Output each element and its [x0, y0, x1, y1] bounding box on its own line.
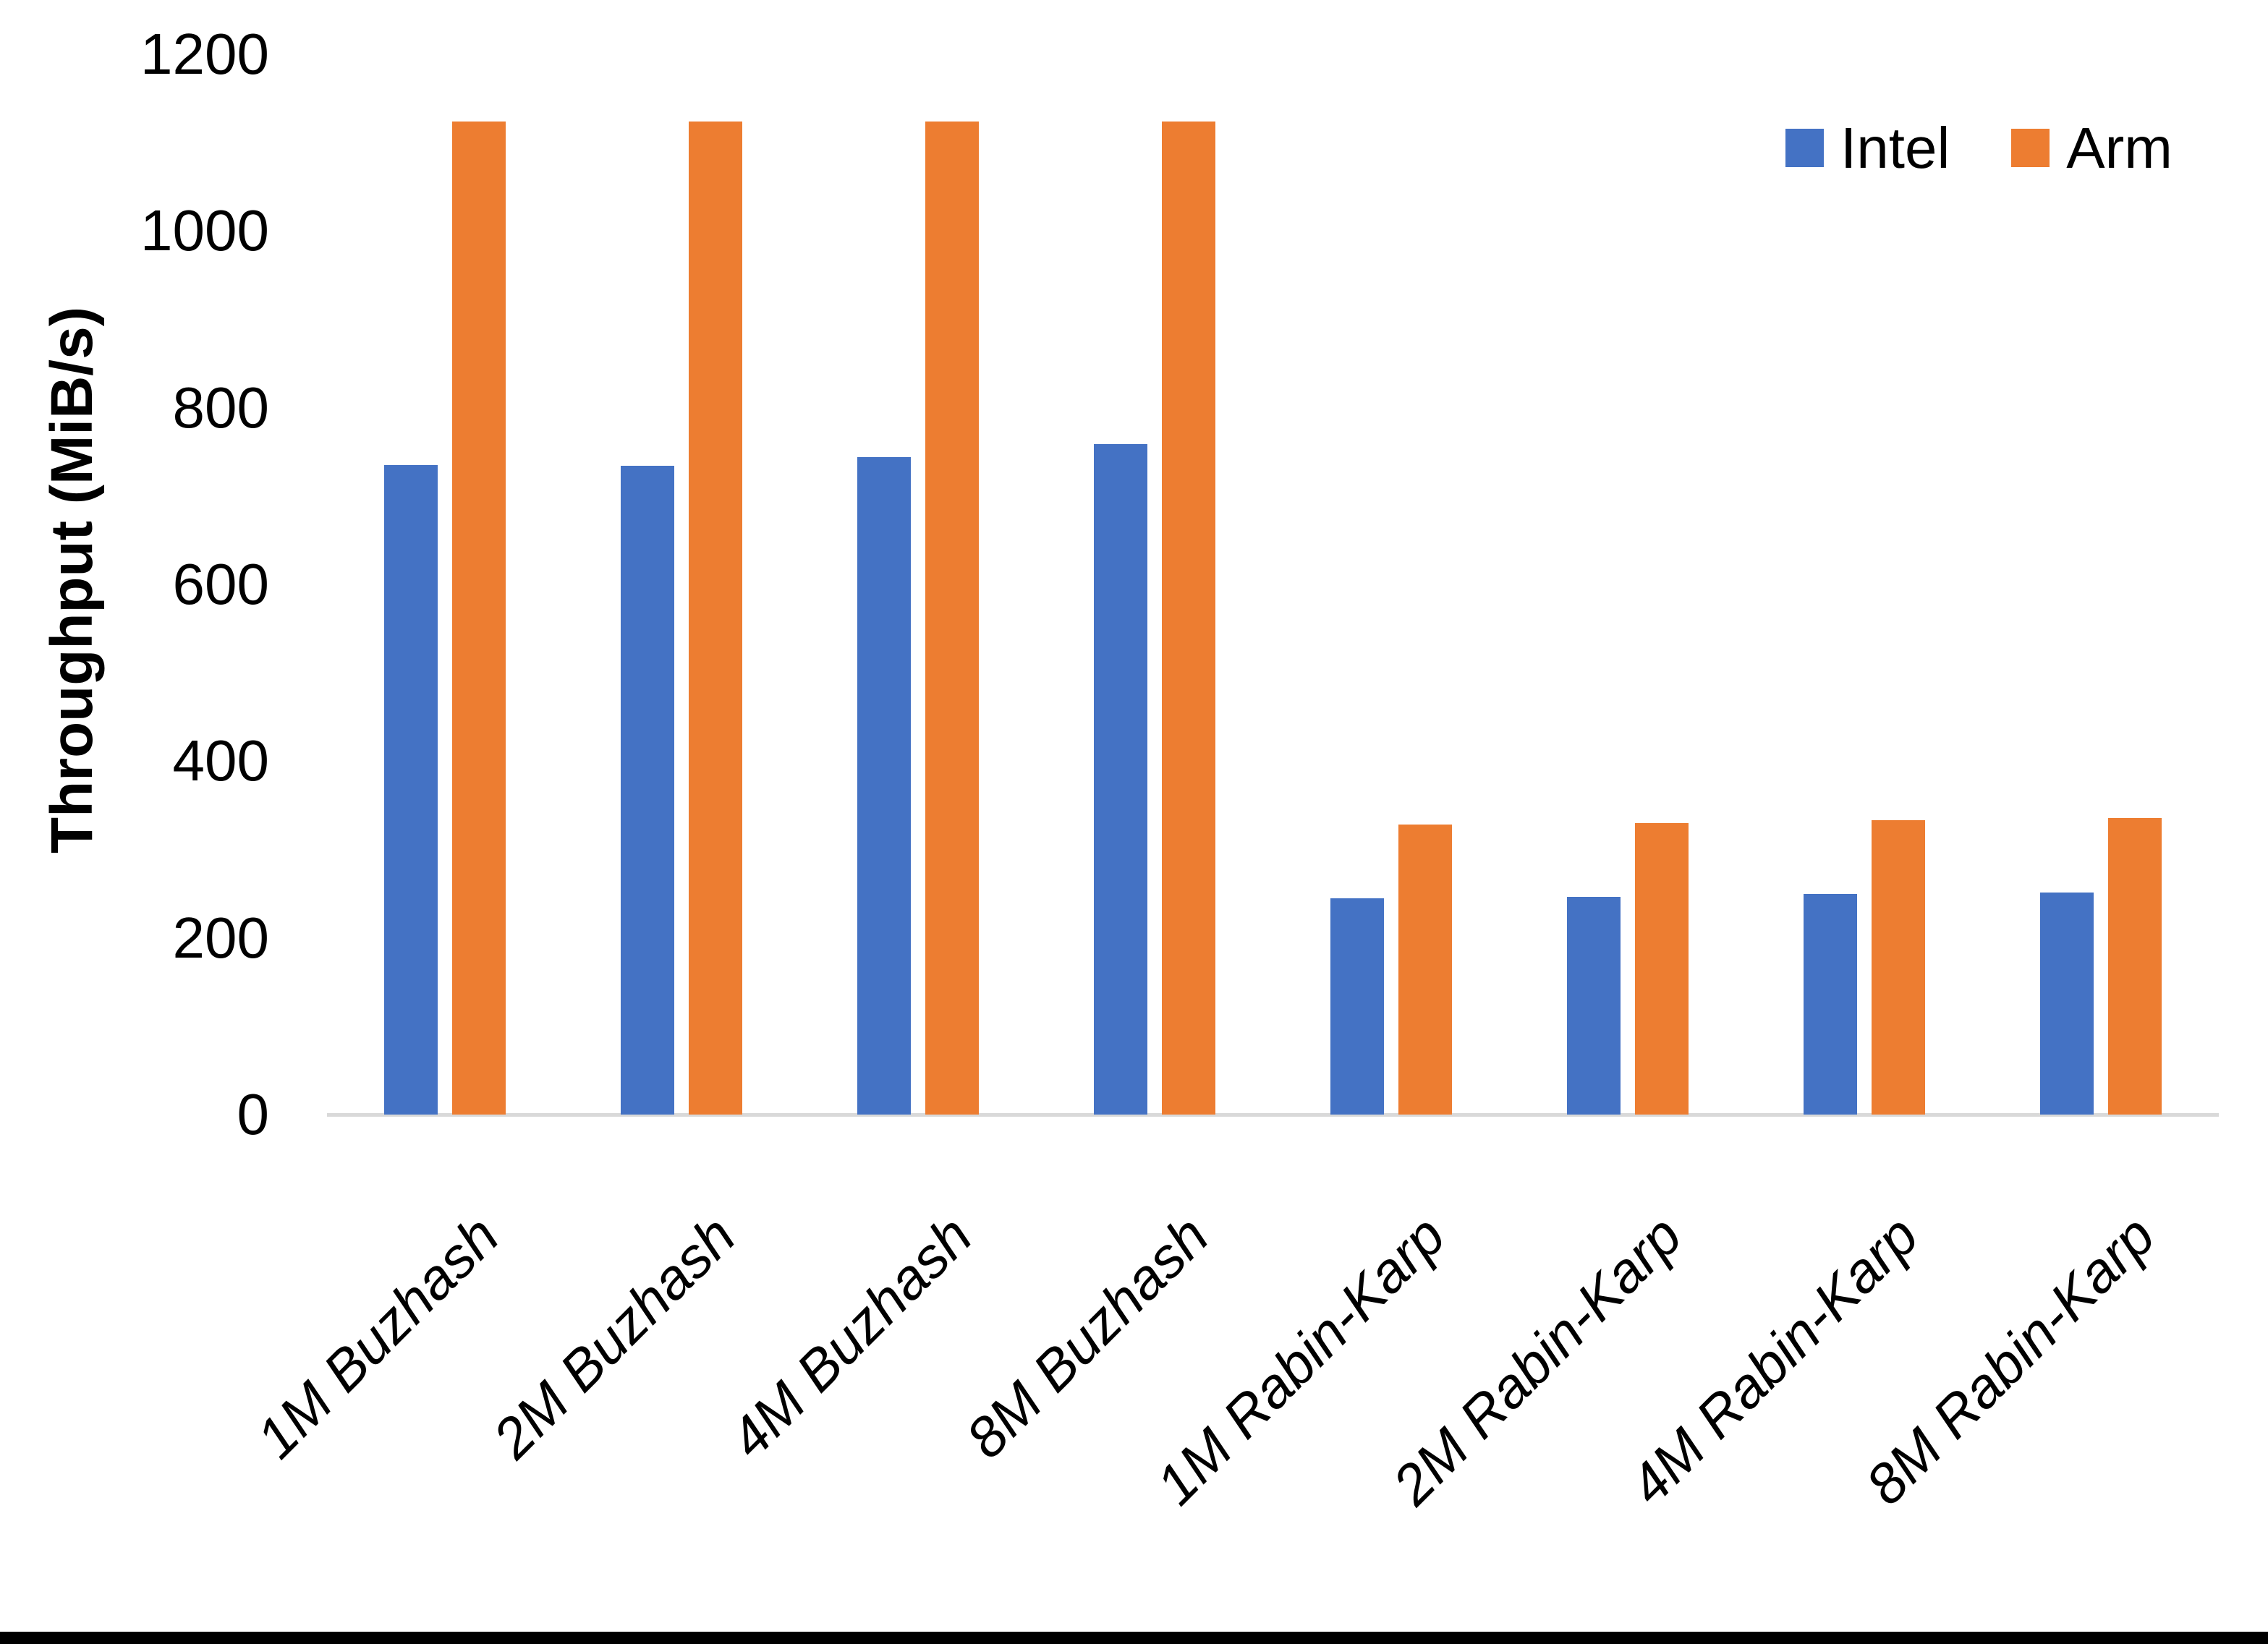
y-tick-label: 200 [172, 905, 269, 970]
bar-arm-1m-rabin-karp [1398, 825, 1452, 1115]
y-tick-label: 800 [172, 375, 269, 440]
y-tick-label: 400 [172, 728, 269, 793]
bar-intel-4m-buzhash [857, 457, 912, 1115]
bar-arm-8m-rabin-karp [2107, 817, 2162, 1115]
y-tick-label: 0 [237, 1082, 270, 1146]
bar-arm-8m-buzhash [1162, 121, 1216, 1115]
bar-intel-8m-buzhash [1094, 443, 1148, 1115]
y-tick-label: 600 [172, 552, 269, 616]
legend-label: Intel [1840, 116, 1950, 180]
legend-item-intel: Intel [1785, 116, 1950, 180]
legend: Intel Arm [1785, 116, 2173, 180]
bar-arm-2m-buzhash [689, 121, 743, 1115]
legend-label: Arm [2066, 116, 2173, 180]
y-tick-label: 1000 [140, 198, 269, 263]
bar-arm-4m-rabin-karp [1871, 820, 1925, 1115]
x-axis-line [327, 1113, 2219, 1117]
legend-swatch-intel [1785, 129, 1824, 167]
bar-arm-1m-buzhash [452, 121, 506, 1115]
bar-intel-8m-rabin-karp [2039, 893, 2094, 1115]
bar-intel-2m-rabin-karp [1566, 897, 1621, 1115]
legend-item-arm: Arm [2011, 116, 2173, 180]
bar-arm-4m-buzhash [925, 121, 980, 1115]
bar-intel-2m-buzhash [621, 466, 675, 1115]
bar-intel-1m-buzhash [384, 465, 438, 1115]
bar-intel-4m-rabin-karp [1803, 893, 1857, 1115]
y-tick-label: 1200 [140, 22, 269, 86]
legend-swatch-arm [2011, 129, 2050, 167]
bar-arm-2m-rabin-karp [1634, 822, 1689, 1115]
bottom-border [0, 1632, 2268, 1644]
bar-intel-1m-rabin-karp [1330, 898, 1384, 1115]
